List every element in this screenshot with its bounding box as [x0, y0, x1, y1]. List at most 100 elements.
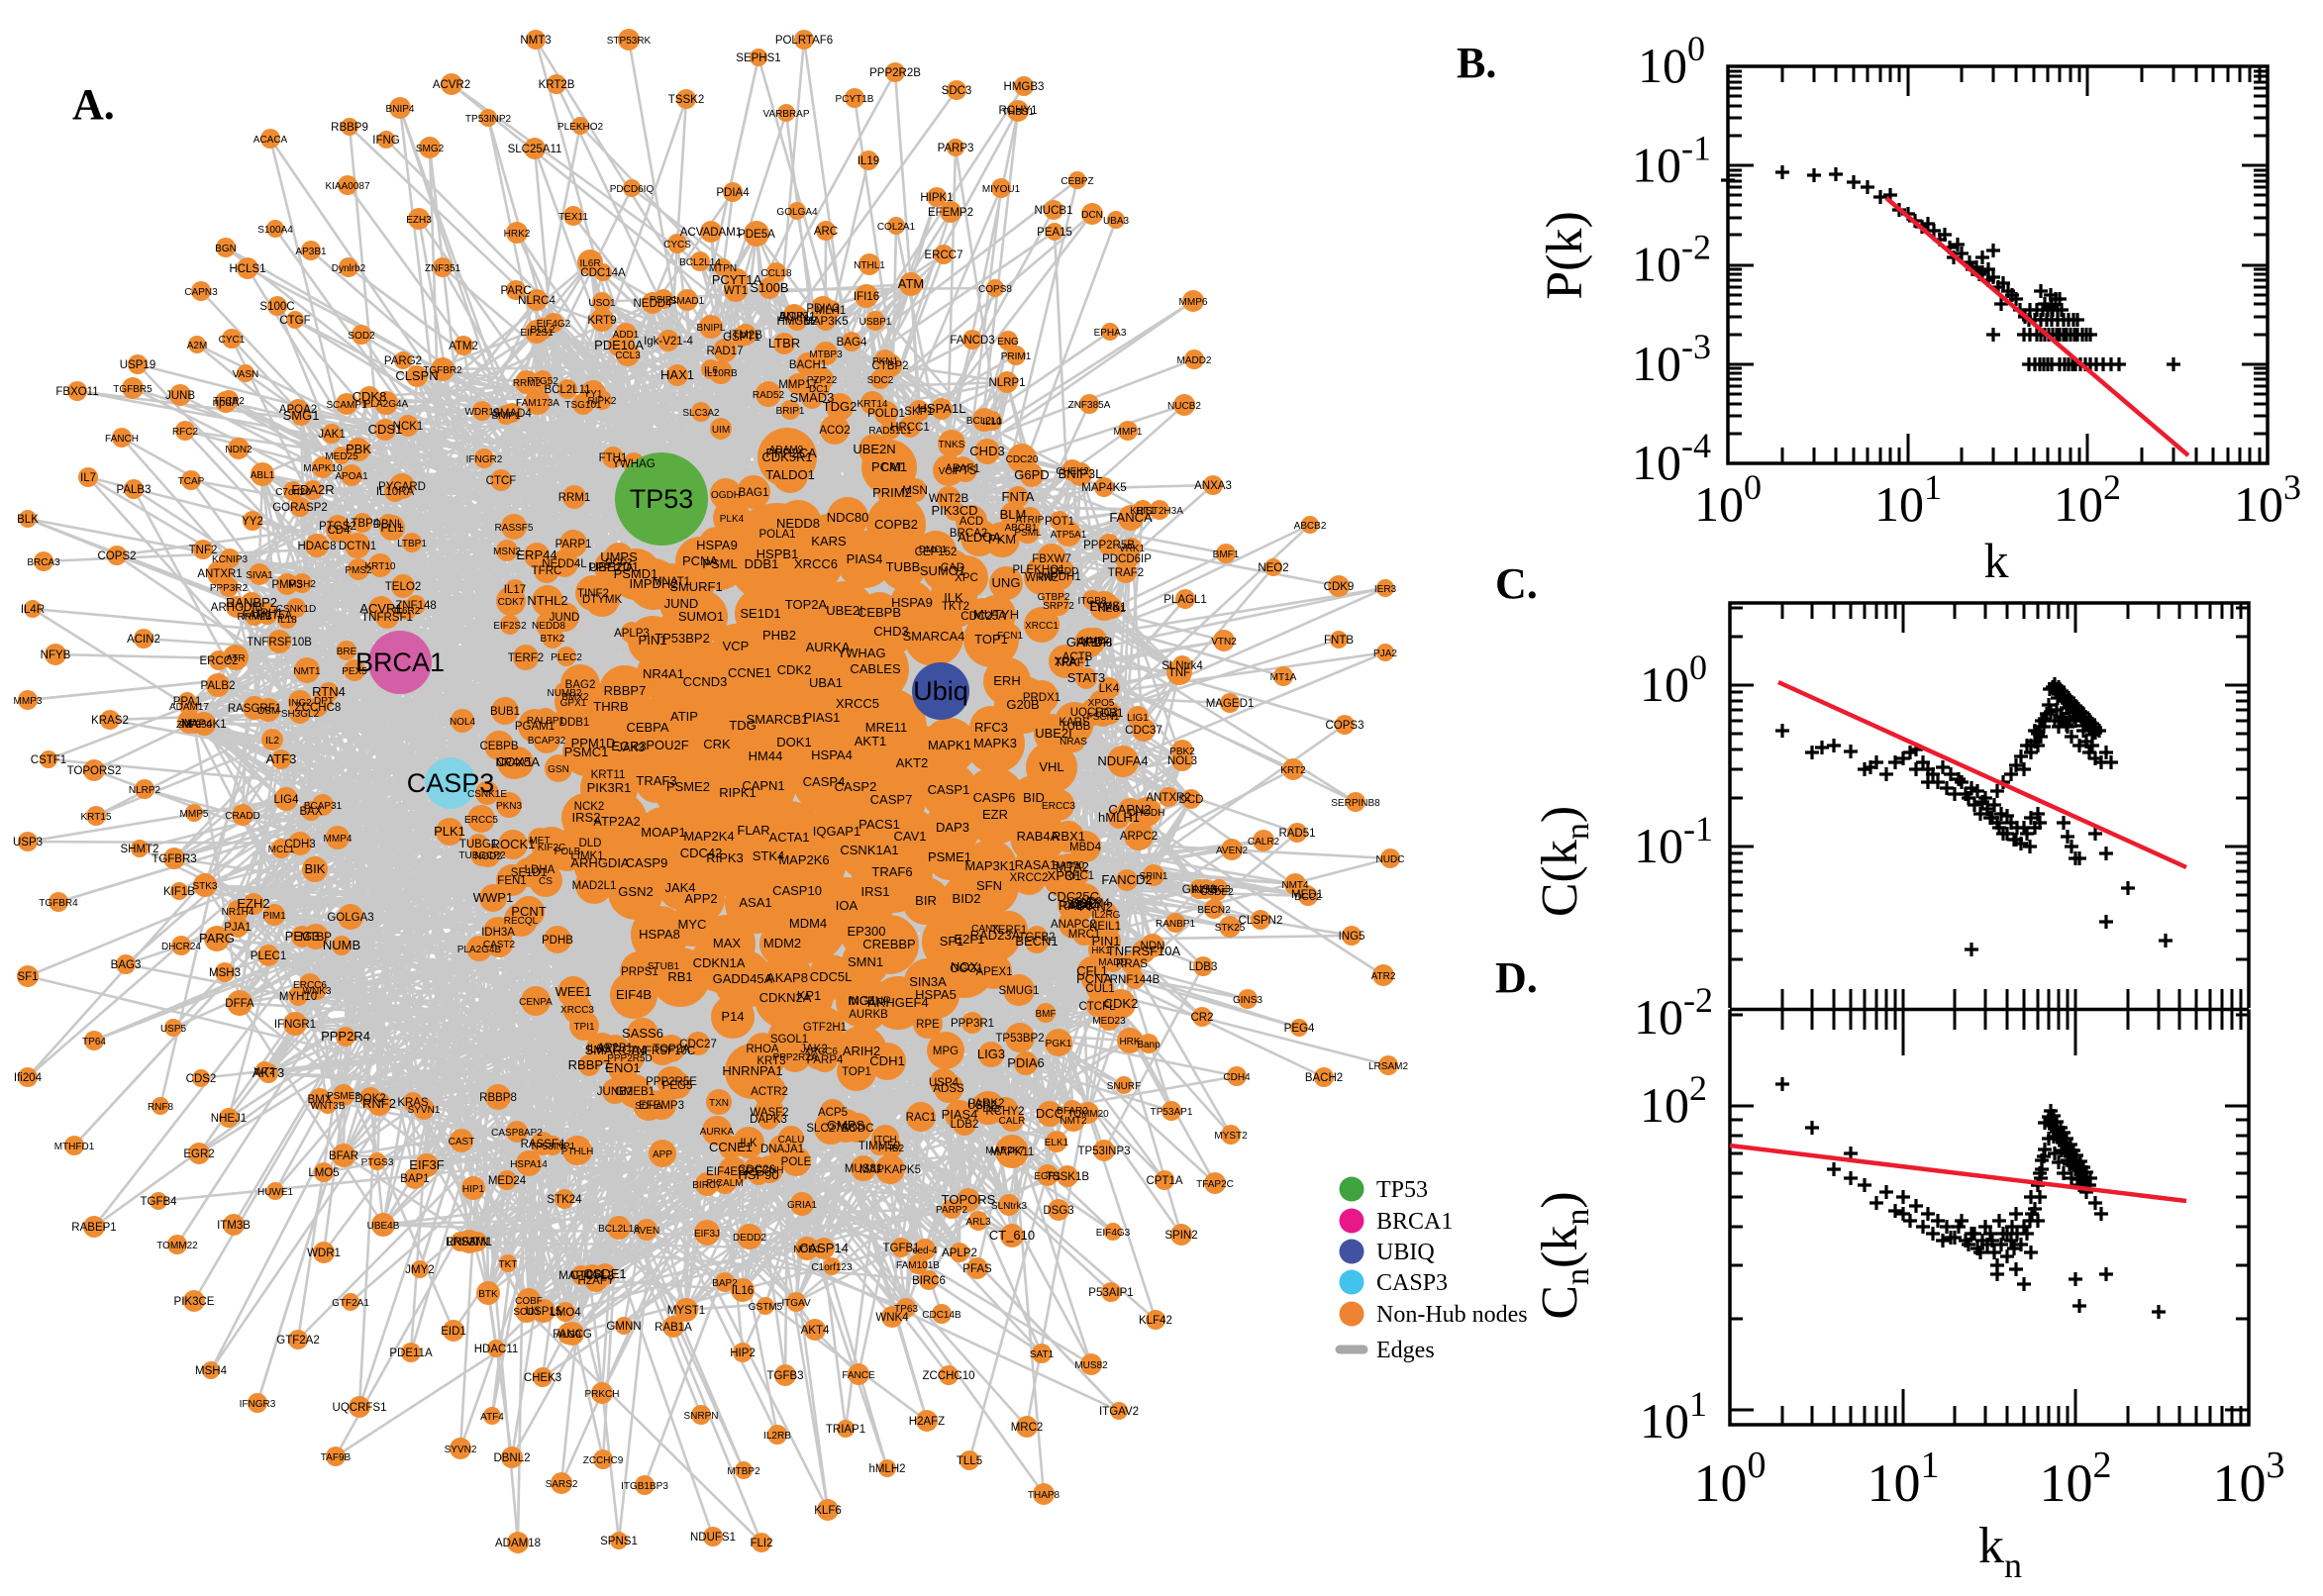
svg-text:KCNIP3: KCNIP3: [212, 554, 249, 565]
svg-text:TFAP2C: TFAP2C: [1196, 1179, 1234, 1190]
svg-text:DCN: DCN: [1081, 210, 1103, 221]
svg-text:TCAP: TCAP: [178, 476, 205, 487]
svg-text:CAPN3: CAPN3: [184, 287, 218, 298]
svg-text:ARL3: ARL3: [965, 1217, 990, 1228]
svg-text:UBE4B: UBE4B: [367, 1221, 400, 1232]
svg-text:CEP152: CEP152: [915, 547, 958, 558]
svg-text:GOLGA3: GOLGA3: [327, 912, 373, 924]
svg-text:NMT2: NMT2: [1060, 1116, 1087, 1127]
svg-text:ZCCHC9: ZCCHC9: [583, 1455, 624, 1466]
svg-text:TGFBR5: TGFBR5: [113, 384, 152, 395]
svg-text:PGK1: PGK1: [1046, 1039, 1072, 1049]
svg-text:STK3: STK3: [192, 881, 217, 892]
svg-text:SNRPN: SNRPN: [683, 1411, 718, 1422]
svg-text:PPP3R2: PPP3R2: [210, 583, 249, 594]
svg-text:PKN3: PKN3: [496, 801, 523, 812]
svg-text:SLC3A2: SLC3A2: [682, 408, 720, 419]
svg-text:SYVN2: SYVN2: [445, 1445, 477, 1455]
svg-text:C1orf123: C1orf123: [811, 1262, 853, 1273]
svg-text:PLEC1: PLEC1: [251, 950, 286, 962]
svg-text:IL10RB: IL10RB: [704, 368, 738, 379]
svg-text:GORASP2: GORASP2: [272, 502, 328, 514]
svg-text:GRIA1: GRIA1: [787, 1200, 817, 1211]
svg-text:TP53AP1: TP53AP1: [1151, 1107, 1193, 1118]
svg-text:PGAM1: PGAM1: [515, 721, 555, 733]
svg-text:TOP1: TOP1: [842, 1066, 871, 1078]
svg-text:PLEC2: PLEC2: [551, 652, 582, 663]
svg-text:CDH3: CDH3: [284, 839, 315, 850]
svg-text:IFNGR3: IFNGR3: [240, 1399, 276, 1410]
svg-text:CEBPZ: CEBPZ: [1060, 176, 1093, 187]
svg-text:TGFBR4: TGFBR4: [39, 898, 78, 909]
svg-text:TOMM22: TOMM22: [156, 1241, 198, 1251]
svg-text:CDK7: CDK7: [498, 597, 525, 608]
svg-text:PARP1: PARP1: [556, 539, 592, 550]
svg-text:CTCF: CTCF: [486, 475, 517, 487]
svg-text:ELK1: ELK1: [1045, 1138, 1069, 1148]
svg-text:IFNGR2: IFNGR2: [466, 454, 503, 465]
svg-text:GTBP2: GTBP2: [1038, 592, 1070, 603]
svg-text:ITGAV: ITGAV: [781, 1298, 811, 1309]
svg-text:CDC37: CDC37: [1125, 725, 1162, 737]
svg-text:MTBP2: MTBP2: [727, 1466, 760, 1477]
svg-text:BIRC7: BIRC7: [692, 1180, 722, 1191]
svg-text:BRCA3: BRCA3: [27, 557, 60, 568]
svg-text:SIVA1: SIVA1: [246, 570, 273, 581]
svg-text:PIM1: PIM1: [262, 911, 286, 922]
svg-text:BUB1: BUB1: [490, 706, 520, 718]
svg-text:PLEKHO2: PLEKHO2: [557, 122, 604, 133]
svg-text:HSPA14: HSPA14: [510, 1159, 548, 1170]
svg-text:CAST2: CAST2: [483, 940, 516, 950]
svg-text:RASSF5: RASSF5: [495, 523, 534, 534]
svg-text:ABCB2: ABCB2: [1294, 521, 1327, 532]
svg-text:GINS3: GINS3: [1233, 995, 1262, 1006]
svg-text:PDE5A: PDE5A: [738, 229, 775, 241]
svg-text:ARPC2: ARPC2: [1120, 831, 1158, 843]
svg-text:RASSF4: RASSF4: [521, 1139, 565, 1150]
svg-text:BAX: BAX: [299, 806, 322, 818]
svg-text:ZNF385A: ZNF385A: [1068, 400, 1111, 411]
svg-text:Dynlrb2: Dynlrb2: [332, 263, 366, 274]
svg-text:BAG2: BAG2: [565, 679, 596, 691]
svg-text:POT1: POT1: [1045, 516, 1074, 528]
svg-text:TERF2: TERF2: [508, 652, 544, 664]
svg-text:ACO2: ACO2: [819, 425, 850, 437]
svg-text:RANBP1: RANBP1: [1156, 919, 1195, 930]
svg-text:FANCH: FANCH: [105, 434, 139, 445]
svg-text:CEBPB: CEBPB: [480, 741, 519, 752]
svg-text:DHCR24: DHCR24: [161, 942, 201, 952]
svg-text:BIRC6: BIRC6: [912, 1275, 946, 1287]
svg-text:KRT2: KRT2: [1280, 765, 1306, 776]
svg-text:BECN2: BECN2: [1197, 905, 1231, 916]
svg-text:PCYT1B: PCYT1B: [836, 94, 874, 105]
svg-text:LRSAM2: LRSAM2: [1368, 1061, 1408, 1072]
svg-text:COL2A1: COL2A1: [877, 222, 916, 233]
svg-text:RFC2: RFC2: [172, 427, 199, 438]
svg-text:CASP8AP2: CASP8AP2: [491, 1128, 543, 1139]
svg-text:RAC1: RAC1: [906, 1112, 937, 1124]
svg-text:NMT1: NMT1: [293, 666, 321, 677]
svg-text:BMF1: BMF1: [1213, 549, 1240, 560]
svg-text:KIAA0087: KIAA0087: [325, 181, 369, 192]
svg-text:MAP4K1: MAP4K1: [181, 719, 226, 731]
svg-text:BAP1: BAP1: [400, 1173, 429, 1185]
svg-text:XRCC1: XRCC1: [1025, 621, 1059, 632]
svg-text:PTHLH: PTHLH: [561, 1147, 594, 1157]
svg-text:MUS82: MUS82: [1074, 1360, 1108, 1371]
svg-text:NDN2: NDN2: [225, 445, 252, 455]
svg-text:Banp: Banp: [1137, 1040, 1161, 1050]
svg-text:MAPK10: MAPK10: [303, 463, 343, 474]
svg-text:SDC2: SDC2: [867, 375, 894, 386]
svg-text:ERCC3: ERCC3: [1042, 801, 1075, 812]
svg-text:BACH1: BACH1: [789, 359, 827, 371]
svg-text:MADD2: MADD2: [1176, 355, 1211, 366]
svg-text:PRKCH: PRKCH: [584, 1389, 619, 1400]
svg-text:AURKB: AURKB: [849, 1009, 888, 1021]
svg-text:ANTXR1: ANTXR1: [197, 568, 242, 580]
svg-text:BCL2L11: BCL2L11: [544, 384, 590, 396]
svg-text:MMP6: MMP6: [1179, 297, 1208, 308]
svg-text:PDCD6IP: PDCD6IP: [1102, 553, 1152, 565]
svg-text:DFFA: DFFA: [225, 998, 254, 1010]
svg-text:LDB1: LDB1: [1095, 708, 1124, 720]
svg-text:VARBRAP: VARBRAP: [762, 109, 809, 120]
